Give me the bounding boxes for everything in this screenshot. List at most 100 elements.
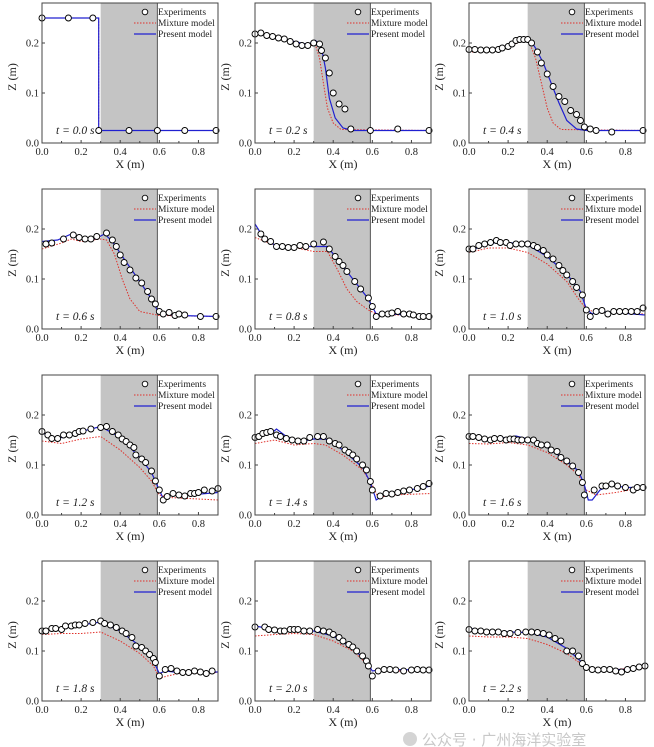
experiment-point [559,267,567,274]
legend-present-label: Present model [158,216,212,226]
panel-0: 0.0 0.2 0.4 0.6 0.8 0.0 0.1 0.2 X (m) Z (m) t = 0.… [5,2,220,171]
experiment-point [627,308,635,315]
experiment-point [543,70,551,78]
panel-1: 0.0 0.2 0.4 0.6 0.8 0.0 0.1 0.2 X (m) Z (m) t = 0.… [218,2,433,171]
y-tick-label: 0.1 [26,461,39,472]
plot-frame [254,2,432,144]
experiment-point [142,459,150,466]
x-tick-label: 0.6 [153,147,166,158]
plot-frame [41,374,219,516]
experiment-point [196,313,204,320]
wechat-icon [403,732,417,746]
x-tick-label: 0.6 [580,147,593,158]
experiment-point [606,666,614,673]
experiment-point [75,234,83,241]
y-tick-label: 0.0 [453,511,466,522]
time-label: t = 1.0 s [483,311,522,323]
y-tick-label: 0.2 [26,39,39,50]
experiment-point [325,245,333,253]
experiment-point [294,437,302,445]
experiment-point [612,667,620,675]
x-tick-label: 0.4 [541,147,555,158]
experiment-point [261,235,269,243]
time-label: t = 1.6 s [483,497,522,509]
experiment-point [575,652,582,660]
experiment-point [132,451,140,459]
x-axis-label: X (m) [543,157,572,171]
experiment-point [144,288,152,295]
x-tick-label: 0.0 [462,147,475,158]
y-tick-label: 0.1 [453,647,466,658]
legend-present-label: Present model [158,402,212,412]
experiment-point [471,46,479,53]
experiment-point [341,105,349,113]
x-tick-label: 0.2 [288,705,301,716]
experiment-point [573,284,581,291]
panel-7: 0.0 0.2 0.4 0.6 0.8 0.0 0.1 0.2 X (m) Z (m) t = 1.… [218,374,433,543]
x-tick-label: 0.4 [541,519,555,530]
time-label: t = 0.8 s [269,311,308,323]
experiment-point [494,628,502,636]
experiment-point [374,667,382,675]
experiment-point [555,93,563,100]
x-tick-label: 0.6 [366,705,379,716]
experiment-point [208,667,216,675]
experiment-point [522,628,530,636]
x-tick-label: 0.6 [366,333,379,344]
x-tick-label: 0.0 [462,333,475,344]
experiment-point [621,484,629,491]
experiment-point [363,466,370,474]
experiment-point [533,244,541,251]
experiment-point [288,436,296,444]
y-tick-label: 0.1 [26,89,39,100]
experiment-point [382,490,390,497]
x-tick-label: 0.6 [153,705,166,716]
plot-frame [468,2,646,144]
x-tick-label: 0.6 [580,519,593,530]
experiment-point [582,664,590,671]
experiment-point [359,652,367,660]
x-axis-label: X (m) [329,529,358,543]
experiment-point [512,240,520,248]
experiment-point [181,492,189,500]
experiment-point [543,251,551,259]
y-tick-label: 0.1 [239,461,252,472]
experiment-point [490,435,498,442]
experiment-point [368,672,376,680]
experiment-point [339,637,347,645]
experiment-point [394,308,402,315]
experiment-point [594,666,602,674]
plot-frame [254,374,432,516]
experiment-point [304,42,312,49]
experiment-point [87,425,95,433]
experiment-point [406,486,413,494]
y-axis-label: Z (m) [432,435,446,463]
legend-mixture-label: Mixture model [158,205,215,215]
legend-experiments-marker [568,566,576,574]
experiment-point [528,628,536,636]
legend-mixture-label: Mixture model [158,391,215,401]
y-tick-label: 0.1 [26,647,39,658]
x-axis-label: X (m) [543,343,572,357]
experiment-point [533,629,541,636]
experiment-point [518,436,526,444]
x-tick-label: 0.4 [541,705,555,716]
experiment-point [103,423,110,430]
legend-experiments-label: Experiments [158,194,206,204]
experiment-point [575,469,582,476]
legend-mixture-label: Mixture model [158,19,215,29]
y-tick-label: 0.1 [239,89,252,100]
x-tick-label: 0.8 [619,147,632,158]
experiment-point [400,667,408,675]
experiment-point [339,262,347,269]
panel-9: 0.0 0.2 0.4 0.6 0.8 0.0 0.1 0.2 X (m) Z (m) t = 1.… [5,560,219,729]
y-tick-label: 0.1 [453,275,466,286]
experiment-point [543,441,551,449]
x-tick-label: 0.4 [114,519,128,530]
experiment-point [148,467,155,475]
experiment-point [475,434,483,441]
experiment-point [469,245,477,253]
x-tick-label: 0.2 [75,705,88,716]
y-tick-label: 0.2 [239,39,252,50]
experiment-point [376,492,384,500]
